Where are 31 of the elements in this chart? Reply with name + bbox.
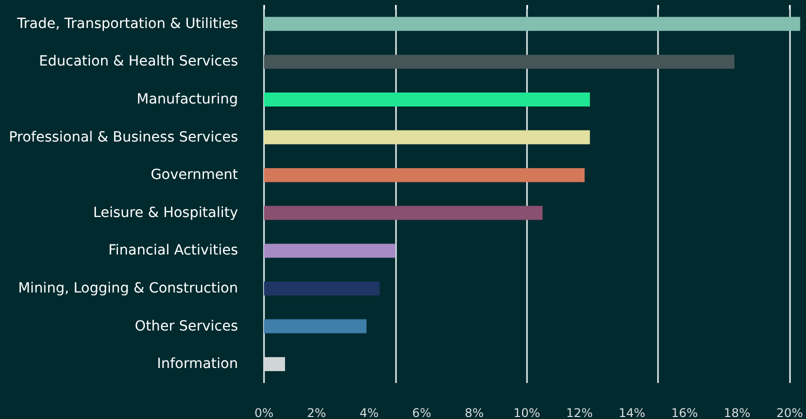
- x-tick-label: 0%: [254, 406, 274, 419]
- bar: [264, 244, 396, 258]
- y-tick-label: Trade, Transportation & Utilities: [16, 16, 238, 32]
- y-tick-label: Education & Health Services: [39, 54, 238, 70]
- x-tick-label: 6%: [412, 406, 432, 419]
- y-tick-label: Other Services: [134, 318, 238, 334]
- bar: [264, 282, 380, 296]
- y-tick-label: Information: [156, 356, 238, 372]
- x-tick-label: 2%: [307, 406, 326, 419]
- x-tick-label: 16%: [671, 406, 698, 419]
- x-tick-label: 10%: [513, 406, 540, 419]
- bar: [264, 16, 800, 31]
- y-tick-label: Manufacturing: [136, 92, 238, 108]
- bar: [264, 130, 590, 144]
- bar: [264, 54, 734, 69]
- y-tick-label: Leisure & Hospitality: [93, 204, 238, 221]
- x-tick-label: 8%: [464, 406, 484, 419]
- bar: [264, 92, 590, 106]
- bar: [264, 357, 286, 372]
- x-tick-label: 20%: [776, 406, 803, 419]
- bar: [264, 168, 585, 182]
- y-tick-label: Mining, Logging & Construction: [18, 280, 238, 296]
- x-tick-label: 4%: [360, 406, 379, 419]
- y-tick-label: Professional & Business Services: [8, 129, 238, 146]
- bar: [264, 319, 367, 334]
- y-tick-label: Government: [150, 167, 239, 184]
- x-tick-label: 18%: [724, 406, 750, 419]
- y-tick-label: Financial Activities: [108, 242, 238, 259]
- x-tick-label: 14%: [618, 406, 646, 419]
- x-tick-label: 12%: [566, 406, 593, 419]
- bar: [264, 206, 543, 220]
